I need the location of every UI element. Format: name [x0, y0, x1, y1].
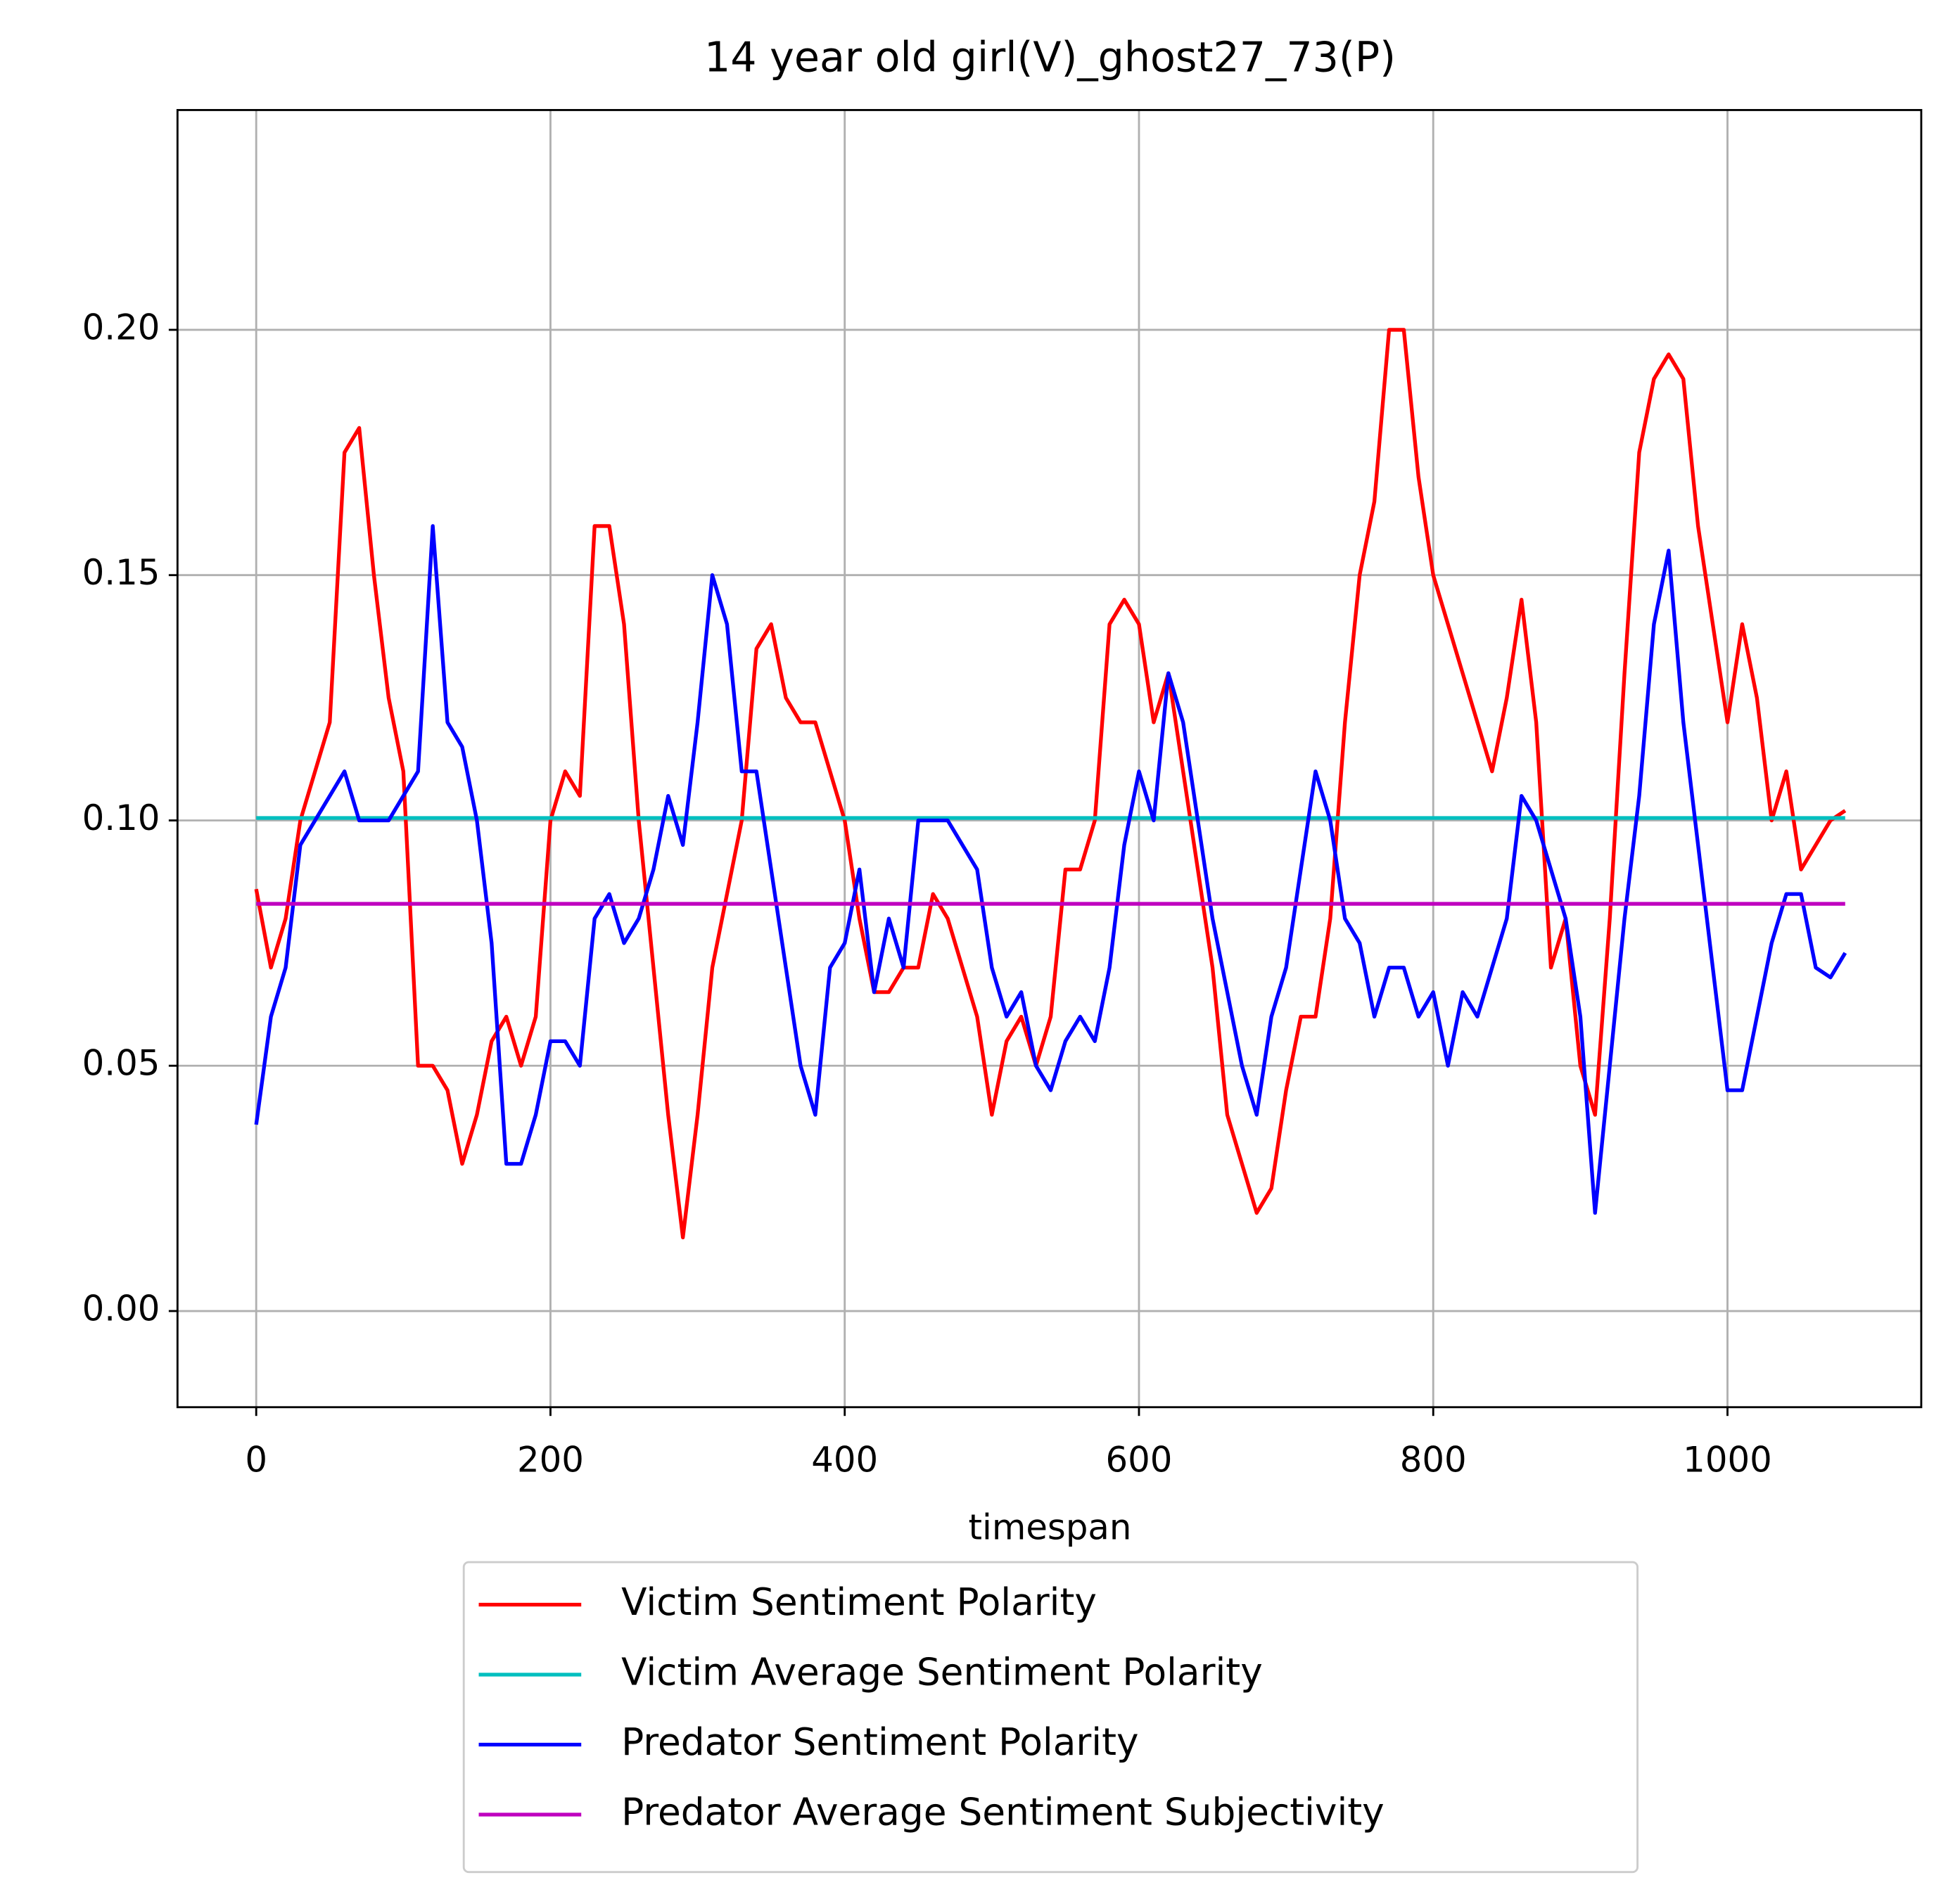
- x-tick-label: 800: [1400, 1439, 1467, 1480]
- legend-label: Victim Sentiment Polarity: [621, 1580, 1097, 1624]
- x-tick-label: 200: [517, 1439, 584, 1480]
- chart-title: 14 year old girl(V)_ghost27_73(P): [704, 33, 1396, 81]
- legend-label: Predator Sentiment Polarity: [621, 1720, 1138, 1764]
- y-tick-label: 0.20: [82, 307, 160, 347]
- y-tick-label: 0.15: [82, 552, 160, 593]
- series-line: [254, 328, 1847, 1240]
- plot-frame: [176, 109, 1923, 1409]
- x-tick-label: 1000: [1683, 1439, 1772, 1480]
- legend-label: Predator Average Sentiment Subjectivity: [621, 1791, 1385, 1834]
- series-line: [254, 524, 1847, 1215]
- y-tick-label: 0.10: [82, 798, 160, 838]
- legend-label: Victim Average Sentiment Polarity: [621, 1651, 1263, 1694]
- y-tick-label: 0.05: [82, 1043, 160, 1084]
- x-tick-label: 400: [811, 1439, 878, 1480]
- x-tick-label: 600: [1105, 1439, 1172, 1480]
- legend-box: [462, 1561, 1639, 1874]
- x-axis-label: timespan: [969, 1507, 1132, 1547]
- x-tick-label: 0: [245, 1439, 267, 1480]
- y-tick-label: 0.00: [82, 1289, 160, 1329]
